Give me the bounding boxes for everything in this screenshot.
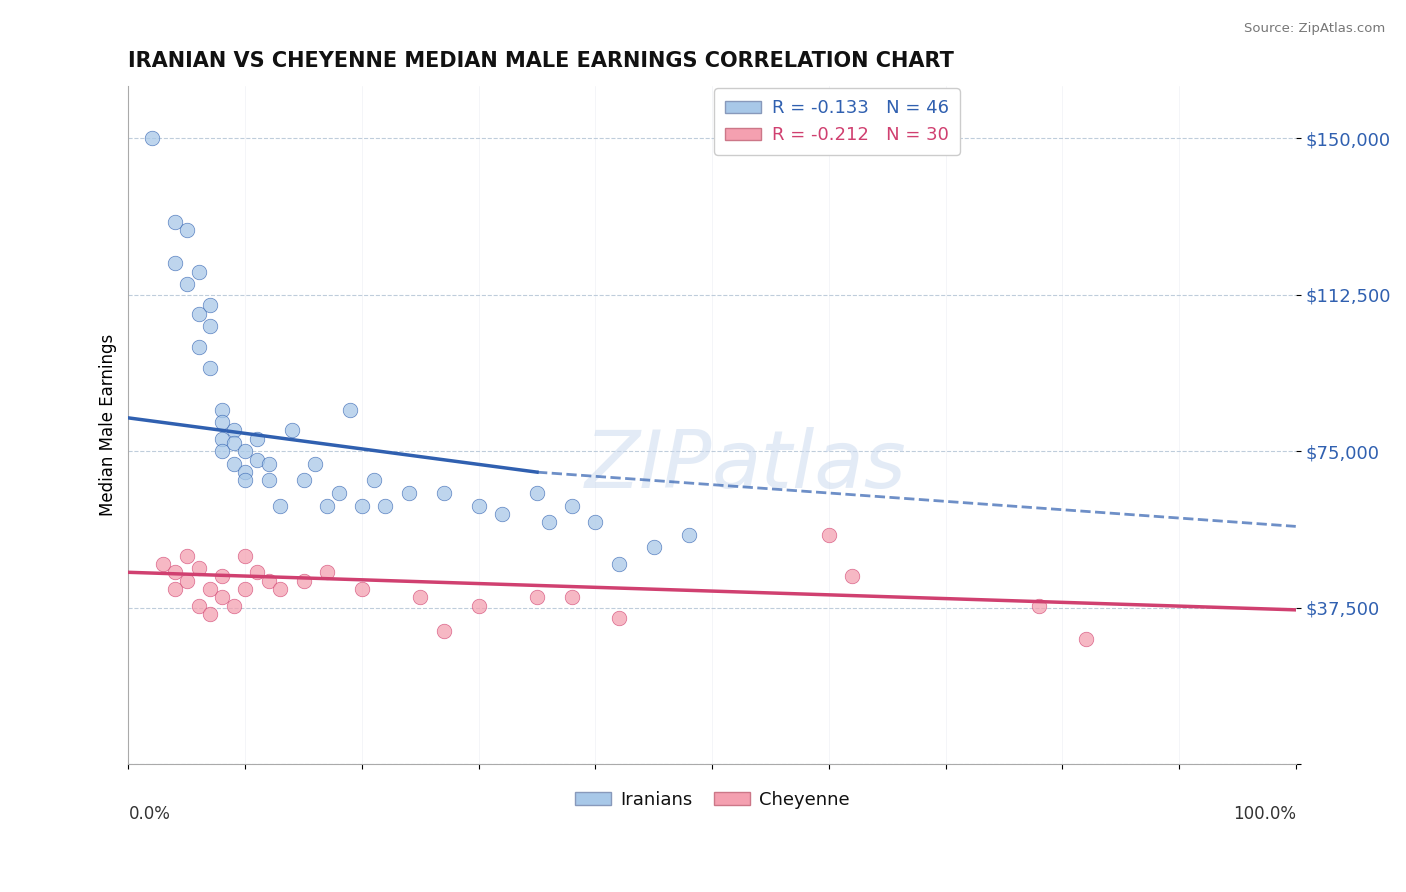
- Point: [246, 452, 269, 467]
- Point: [198, 607, 221, 621]
- Point: [433, 624, 456, 638]
- Point: [165, 215, 187, 229]
- Y-axis label: Median Male Earnings: Median Male Earnings: [100, 334, 117, 516]
- Point: [561, 499, 583, 513]
- Text: 100.0%: 100.0%: [1233, 805, 1296, 823]
- Point: [526, 591, 548, 605]
- Text: ZIP: ZIP: [585, 427, 711, 505]
- Point: [1074, 632, 1097, 646]
- Point: [165, 256, 187, 270]
- Point: [176, 574, 198, 588]
- Point: [222, 436, 245, 450]
- Point: [233, 465, 256, 479]
- Point: [269, 582, 291, 596]
- Point: [316, 499, 339, 513]
- Point: [841, 569, 863, 583]
- Point: [374, 499, 396, 513]
- Point: [222, 599, 245, 613]
- Point: [467, 599, 489, 613]
- Point: [187, 265, 209, 279]
- Point: [350, 499, 373, 513]
- Point: [537, 515, 560, 529]
- Point: [211, 432, 233, 446]
- Text: atlas: atlas: [711, 427, 907, 505]
- Point: [233, 474, 256, 488]
- Point: [467, 499, 489, 513]
- Point: [607, 611, 630, 625]
- Point: [583, 515, 606, 529]
- Point: [233, 549, 256, 563]
- Point: [257, 457, 280, 471]
- Text: 0.0%: 0.0%: [128, 805, 170, 823]
- Point: [211, 591, 233, 605]
- Point: [187, 561, 209, 575]
- Point: [363, 474, 385, 488]
- Point: [269, 499, 291, 513]
- Point: [292, 574, 315, 588]
- Point: [187, 307, 209, 321]
- Point: [246, 566, 269, 580]
- Point: [607, 557, 630, 571]
- Text: Source: ZipAtlas.com: Source: ZipAtlas.com: [1244, 22, 1385, 36]
- Point: [257, 474, 280, 488]
- Point: [491, 507, 513, 521]
- Point: [398, 486, 420, 500]
- Point: [198, 360, 221, 375]
- Point: [198, 298, 221, 312]
- Point: [526, 486, 548, 500]
- Point: [176, 277, 198, 292]
- Point: [433, 486, 456, 500]
- Point: [409, 591, 432, 605]
- Point: [257, 574, 280, 588]
- Point: [561, 591, 583, 605]
- Point: [176, 223, 198, 237]
- Point: [187, 340, 209, 354]
- Point: [211, 402, 233, 417]
- Point: [246, 432, 269, 446]
- Point: [165, 566, 187, 580]
- Point: [350, 582, 373, 596]
- Point: [152, 557, 174, 571]
- Point: [176, 549, 198, 563]
- Point: [165, 582, 187, 596]
- Point: [211, 444, 233, 458]
- Point: [211, 415, 233, 429]
- Point: [233, 582, 256, 596]
- Point: [187, 599, 209, 613]
- Point: [198, 319, 221, 334]
- Point: [233, 444, 256, 458]
- Text: IRANIAN VS CHEYENNE MEDIAN MALE EARNINGS CORRELATION CHART: IRANIAN VS CHEYENNE MEDIAN MALE EARNINGS…: [128, 51, 955, 70]
- Point: [198, 582, 221, 596]
- Point: [328, 486, 350, 500]
- Point: [678, 527, 700, 541]
- Point: [141, 131, 163, 145]
- Point: [316, 566, 339, 580]
- Point: [211, 569, 233, 583]
- Point: [1028, 599, 1050, 613]
- Point: [339, 402, 361, 417]
- Point: [281, 424, 304, 438]
- Point: [304, 457, 326, 471]
- Legend: Iranians, Cheyenne: Iranians, Cheyenne: [568, 784, 856, 816]
- Point: [643, 541, 665, 555]
- Point: [818, 527, 841, 541]
- Point: [222, 457, 245, 471]
- Point: [292, 474, 315, 488]
- Point: [222, 424, 245, 438]
